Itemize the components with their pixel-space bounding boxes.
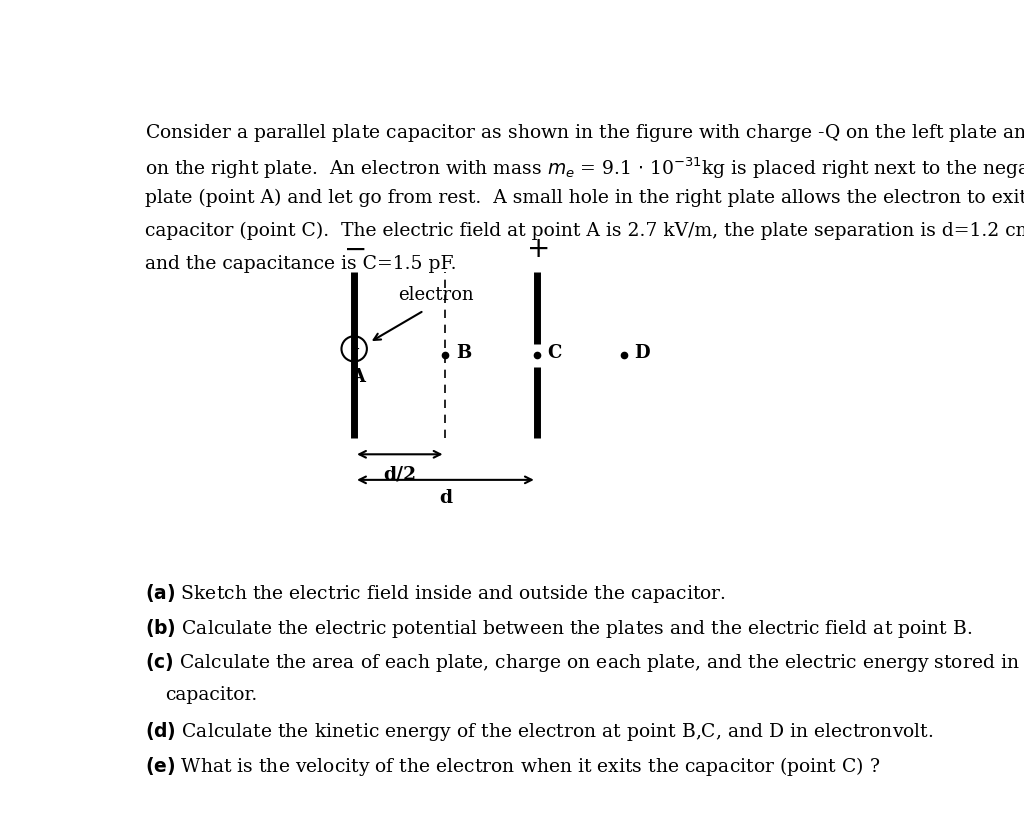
Text: Consider a parallel plate capacitor as shown in the figure with charge -Q on the: Consider a parallel plate capacitor as s… [145, 122, 1024, 144]
Text: on the right plate.  An electron with mass $m_e$ = 9.1 $\cdot$ 10$^{-31}$kg is p: on the right plate. An electron with mas… [145, 155, 1024, 181]
Text: B: B [456, 344, 471, 362]
Text: d/2: d/2 [383, 466, 417, 484]
Text: $\mathbf{(e)}$ What is the velocity of the electron when it exits the capacitor : $\mathbf{(e)}$ What is the velocity of t… [145, 754, 881, 778]
Text: and the capacitance is C=1.5 pF.: and the capacitance is C=1.5 pF. [145, 255, 457, 273]
Text: electron: electron [398, 286, 474, 304]
Text: capacitor.: capacitor. [165, 686, 258, 704]
Text: d: d [439, 490, 452, 507]
Text: plate (point A) and let go from rest.  A small hole in the right plate allows th: plate (point A) and let go from rest. A … [145, 188, 1024, 207]
Text: $\mathbf{(c)}$ Calculate the area of each plate, charge on each plate, and the e: $\mathbf{(c)}$ Calculate the area of eac… [145, 652, 1024, 674]
Text: $\mathbf{(a)}$ Sketch the electric field inside and outside the capacitor.: $\mathbf{(a)}$ Sketch the electric field… [145, 582, 726, 605]
Text: $\mathbf{(b)}$ Calculate the electric potential between the plates and the elect: $\mathbf{(b)}$ Calculate the electric po… [145, 617, 973, 640]
Text: $-$: $-$ [343, 237, 366, 263]
Text: capacitor (point C).  The electric field at point A is 2.7 kV/m, the plate separ: capacitor (point C). The electric field … [145, 222, 1024, 240]
Text: $\mathbf{(d)}$ Calculate the kinetic energy of the electron at point B,C, and D : $\mathbf{(d)}$ Calculate the kinetic ene… [145, 720, 934, 743]
Text: D: D [634, 344, 650, 362]
Text: C: C [547, 344, 561, 362]
Text: $+$: $+$ [525, 237, 548, 263]
Text: $-$: $-$ [348, 342, 359, 355]
Text: A: A [351, 368, 366, 386]
